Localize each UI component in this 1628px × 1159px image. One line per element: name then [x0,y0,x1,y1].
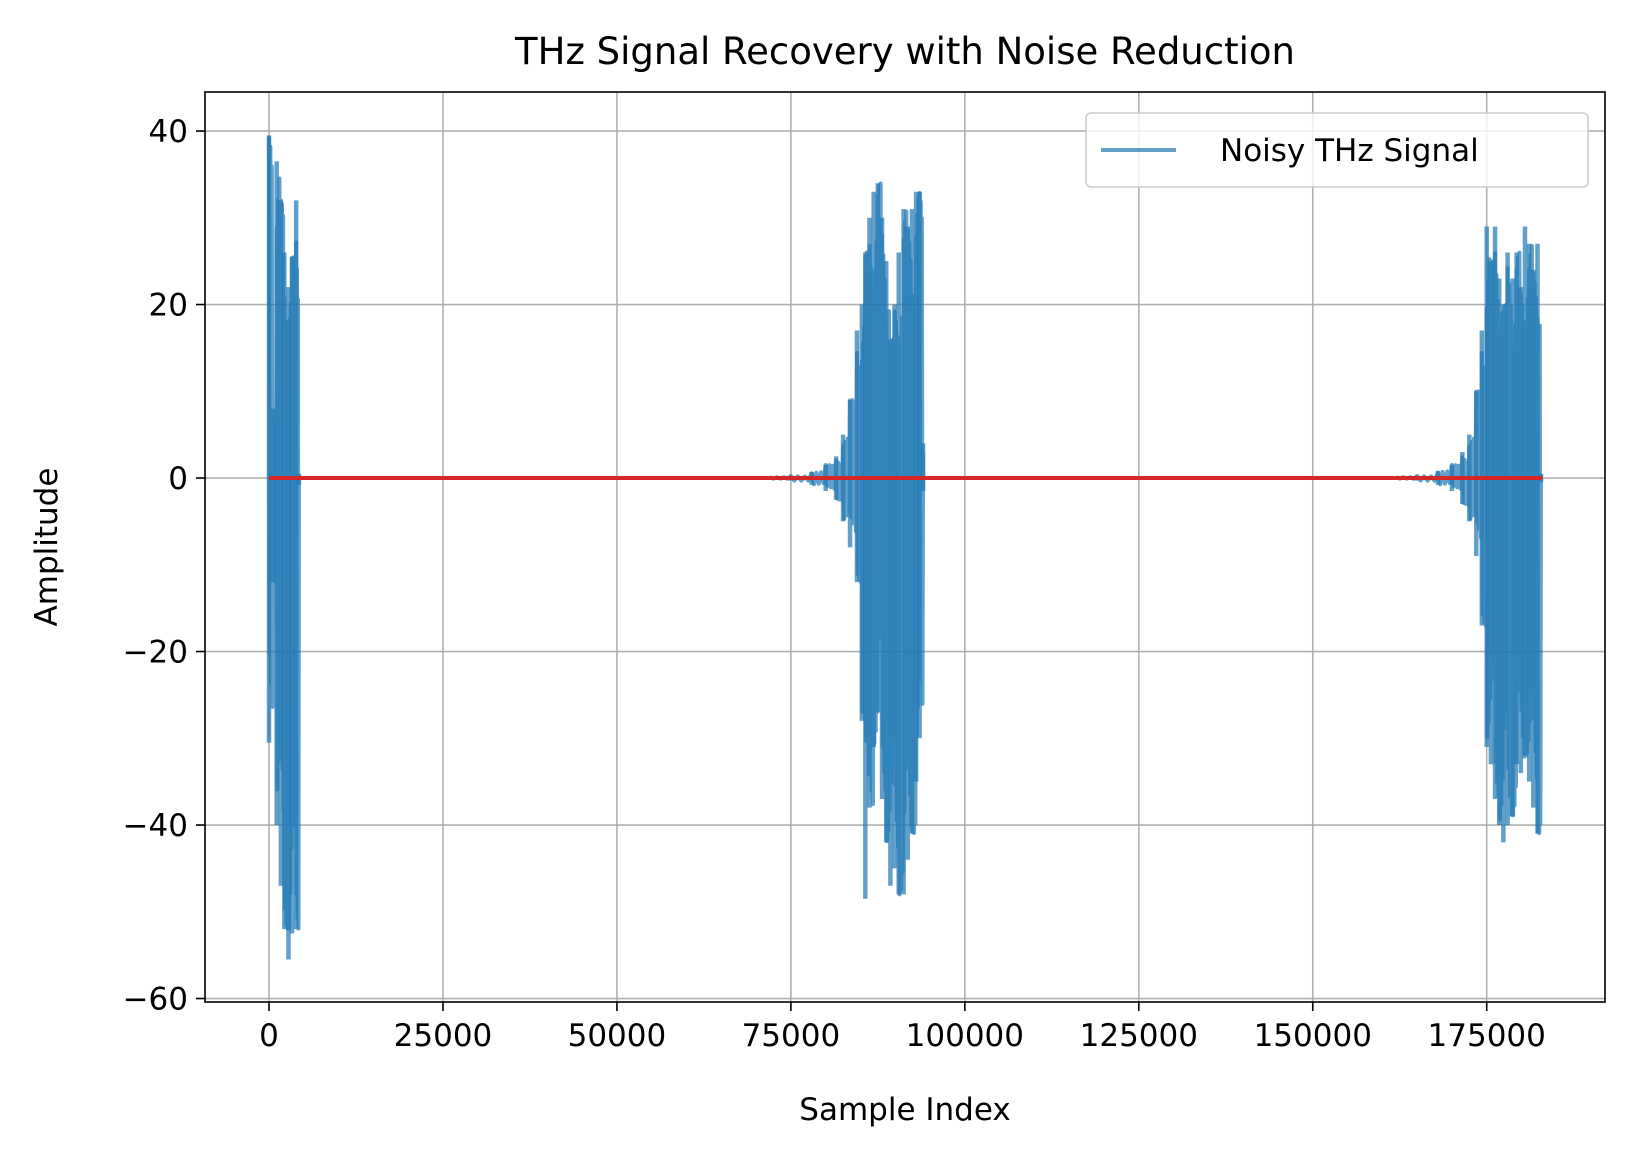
x-tick-label: 0 [259,1018,279,1054]
noisy-signal-burst [767,181,926,899]
y-tick-label: 20 [149,288,188,324]
y-tick-label: 40 [149,114,188,150]
x-tick-label: 25000 [394,1018,493,1054]
y-tick-label: 0 [168,461,188,497]
chart-title: THz Signal Recovery with Noise Reduction [514,30,1295,73]
x-tick-label: 50000 [568,1018,667,1054]
x-tick-label: 175000 [1428,1018,1546,1054]
y-tick-label: −20 [123,635,188,671]
x-tick-label: 75000 [742,1018,841,1054]
axis-ticks: 0 25000 50000 75000 100000 125000 150000 175000… [123,114,1546,1054]
y-axis-label: Amplitude [29,468,65,627]
legend: Noisy THz Signal [1085,112,1589,188]
y-tick-label: −40 [123,808,188,844]
series-layer [266,135,1544,960]
x-tick-label: 100000 [906,1018,1024,1054]
x-tick-label: 125000 [1080,1018,1198,1054]
y-tick-label: −60 [123,982,188,1018]
plot-frame [204,91,1606,1003]
noisy-signal-burst [266,135,302,960]
x-axis-label: Sample Index [799,1092,1010,1128]
legend-label-noisy-thz-signal: Noisy THz Signal [1220,133,1479,169]
x-tick-label: 150000 [1254,1018,1372,1054]
noisy-signal-burst [1394,226,1544,843]
legend-box [1085,112,1589,188]
